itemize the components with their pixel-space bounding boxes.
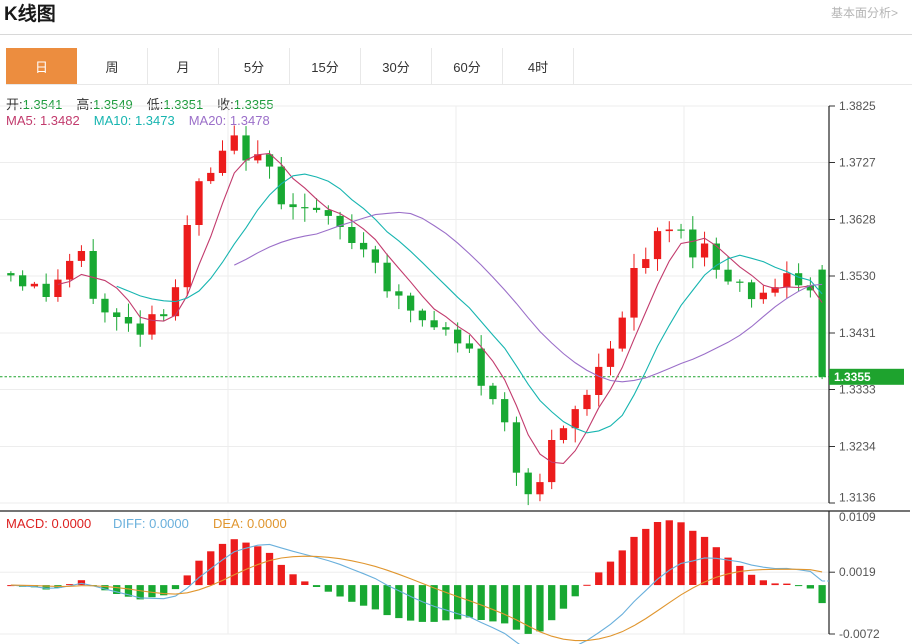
svg-text:MACD: 0.0000: MACD: 0.0000 [6, 516, 91, 531]
svg-text:0.0019: 0.0019 [839, 565, 876, 579]
svg-text:1.3530: 1.3530 [839, 269, 876, 283]
svg-text:1.3825: 1.3825 [839, 99, 876, 113]
svg-text:0.0109: 0.0109 [839, 510, 876, 524]
svg-text:1.3136: 1.3136 [839, 491, 876, 505]
svg-text:-0.0072: -0.0072 [839, 627, 880, 641]
svg-text:1.3355: 1.3355 [834, 370, 871, 384]
svg-text:1.3431: 1.3431 [839, 326, 876, 340]
svg-text:DIFF: 0.0000: DIFF: 0.0000 [113, 516, 189, 531]
svg-text:1.3727: 1.3727 [839, 156, 876, 170]
svg-text:1.3234: 1.3234 [839, 440, 876, 454]
svg-text:DEA: 0.0000: DEA: 0.0000 [213, 516, 287, 531]
svg-text:1.3628: 1.3628 [839, 213, 876, 227]
